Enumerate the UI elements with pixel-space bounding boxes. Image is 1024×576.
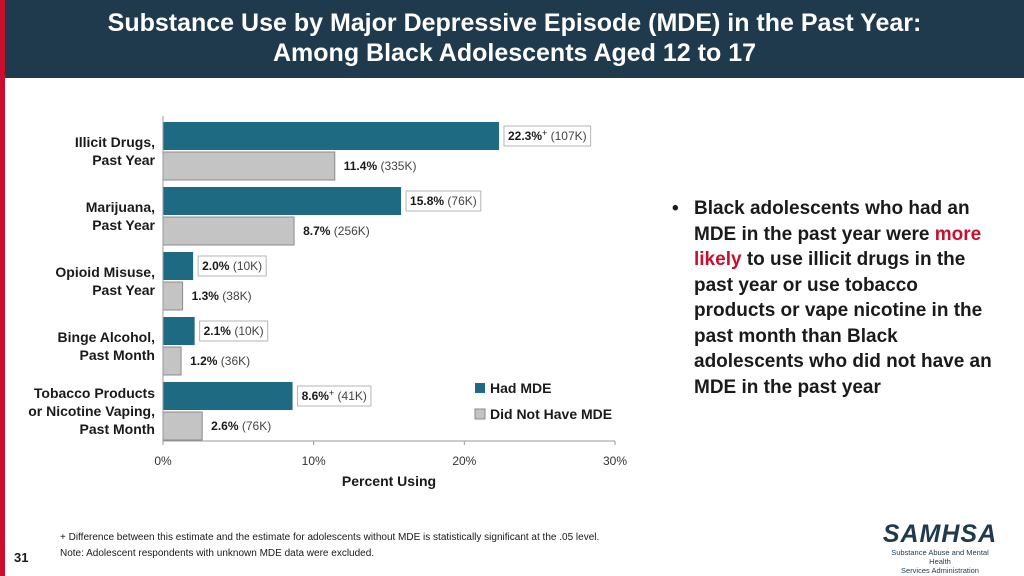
data-label-box [297,385,372,407]
bar-had-mde [163,252,194,280]
legend-swatch-had-mde [475,383,485,393]
logo-mark: SAMHSA [882,520,998,548]
category-label-line: Past Month [80,421,155,437]
category-label-line: or Nicotine Vaping, [28,403,155,419]
data-label-count: (256K) [330,224,369,238]
data-label-count: (10K) [231,324,264,338]
data-label-count: (41K) [334,389,367,403]
bullet-text-after: to use illicit drugs in the past year or… [694,249,992,398]
samhsa-logo: SAMHSA Substance Abuse and Mental Health… [880,520,1000,575]
category-label-line: Past Year [92,282,155,298]
data-label-count: (38K) [219,289,252,303]
category-label-line: Binge Alcohol, [58,329,155,345]
category-label-line: Opioid Misuse, [55,264,155,280]
data-label-value: 8.6% [302,389,330,403]
title-line-1: Substance Use by Major Depressive Episod… [107,9,922,37]
data-label-no-mde: 11.4% (335K) [344,159,417,173]
data-label-count: (10K) [229,259,262,273]
category-label-line: Marijuana, [86,199,155,215]
bar-no-mde [162,151,336,181]
data-label-had-mde: 8.6%+ (41K) [302,388,367,403]
data-label-had-mde: 15.8% (76K) [410,194,477,208]
data-label-value: 11.4% [344,159,378,173]
title-banner: Substance Use by Major Depressive Episod… [5,0,1024,78]
category-label-line: Tobacco Products [34,385,155,401]
legend-label-no-mde: Did Not Have MDE [490,406,612,422]
x-tick-label: 30% [603,454,627,468]
x-tick-label: 20% [452,454,476,468]
data-label-count: (76K) [444,194,477,208]
category-label-line: Past Year [92,217,155,233]
category-label-line: Illicit Drugs, [75,134,155,150]
data-label-no-mde: 8.7% (256K) [303,224,370,238]
data-label-count: (36K) [217,354,250,368]
data-label-value: 2.0% [202,259,230,273]
data-label-value: 15.8% [410,194,444,208]
data-label-value: 8.7% [303,224,331,238]
bar-no-mde [162,216,295,246]
data-label-had-mde: 2.0% (10K) [202,259,262,273]
x-axis-title: Percent Using [342,473,436,489]
data-label-count: (76K) [239,419,272,433]
bar-no-mde [162,281,184,311]
x-tick-label: 0% [154,454,172,468]
bar-had-mde [163,382,293,410]
bar-had-mde [163,187,402,215]
bar-had-mde [163,317,195,345]
data-label-count: (107K) [547,129,586,143]
logo-subtitle-2: Services Administration [901,566,979,575]
data-label-box [405,190,482,212]
data-label-value: 1.2% [190,354,218,368]
data-label-value: 22.3% [508,129,542,143]
category-label: Marijuana, Past Year [86,199,156,233]
title-line-2: Among Black Adolescents Aged 12 to 17 [273,39,756,67]
data-label-value: 1.3% [192,289,220,303]
footnotes: + Difference between this estimate and t… [60,530,599,562]
data-label-no-mde: 1.3% (38K) [192,289,252,303]
data-label-box [199,320,269,342]
significance-marker: + [329,388,334,398]
category-label: Tobacco Products or Nicotine Vaping, Past … [28,385,155,437]
bar-no-mde [162,411,203,441]
category-label: Opioid Misuse, Past Year [55,264,155,298]
category-label: Binge Alcohol, Past Month [58,329,155,363]
category-label: Illicit Drugs, Past Year [75,134,156,168]
data-label-no-mde: 1.2% (36K) [190,354,250,368]
bullet-text-before: Black adolescents who had an MDE in the … [694,198,970,245]
data-label-no-mde: 2.6% (76K) [211,419,271,433]
significance-marker: + [542,128,547,138]
footnote-significance: + Difference between this estimate and t… [60,532,600,543]
data-label-count: (335K) [377,159,416,173]
logo-subtitle-1: Substance Abuse and Mental Health [891,548,989,566]
page-number: 31 [14,550,29,565]
bullet-marker: • [672,198,679,219]
bar-had-mde [163,122,499,150]
data-label-had-mde: 22.3%+ (107K) [508,128,587,143]
data-label-had-mde: 2.1% (10K) [204,324,264,338]
legend-label-had-mde: Had MDE [490,380,551,396]
category-label-line: Past Month [80,347,155,363]
data-label-value: 2.1% [204,324,232,338]
footnote-note: Note: Adolescent respondents with unknow… [60,548,375,559]
bullet-highlight: more likely [694,223,982,271]
data-label-box [503,125,592,147]
x-tick-label: 10% [302,454,326,468]
bullet-text: Black adolescents who had an MDE in the … [672,196,1002,400]
key-finding-bullet: • Black adolescents who had an MDE in th… [672,196,1002,400]
data-label-box [197,255,267,277]
left-accent-bar [0,0,5,576]
bar-no-mde [162,346,182,376]
category-label-line: Past Year [92,152,155,168]
data-label-value: 2.6% [211,419,239,433]
legend-swatch-no-mde [474,408,486,420]
